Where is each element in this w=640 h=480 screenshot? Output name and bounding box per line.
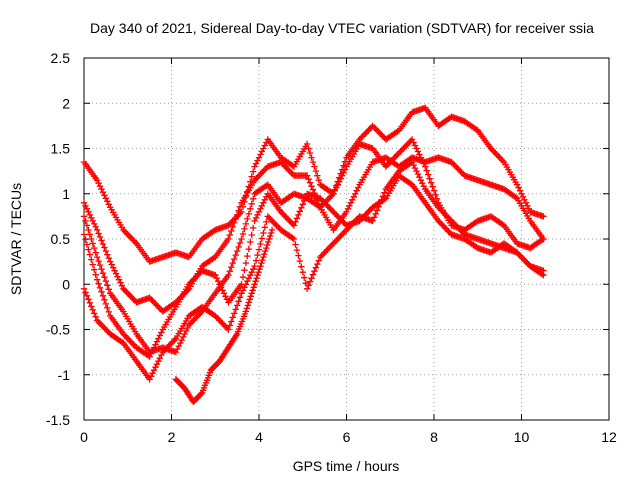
y-tick-label: 2.5	[51, 50, 71, 66]
y-tick-label: 0	[62, 276, 70, 292]
series-track-5	[80, 158, 547, 383]
x-axis-label: GPS time / hours	[293, 458, 400, 474]
chart-title: Day 340 of 2021, Sidereal Day-to-day VTE…	[90, 20, 594, 36]
x-tick-label: 8	[430, 429, 438, 445]
y-tick-label: -1	[58, 367, 71, 383]
y-tick-label: 1	[62, 186, 70, 202]
axis-ticks: 0 2 4 6 8 10 12 -1.5 -1 -0.5 0 0.5 1 1.5 2 2.5	[46, 50, 617, 445]
series-track-4	[80, 172, 547, 360]
x-tick-label: 2	[168, 429, 176, 445]
data-point-marks	[80, 154, 547, 315]
data-marks	[80, 104, 547, 406]
grid	[84, 58, 609, 420]
series-track-2	[80, 154, 547, 315]
x-tick-label: 0	[80, 429, 88, 445]
y-tick-label: -0.5	[46, 322, 70, 338]
y-tick-label: 0.5	[51, 231, 71, 247]
x-tick-label: 12	[601, 429, 617, 445]
y-tick-label: 2	[62, 95, 70, 111]
y-tick-label: 1.5	[51, 141, 71, 157]
y-axis-label: SDTVAR / TECUs	[8, 183, 24, 295]
x-tick-label: 6	[343, 429, 351, 445]
data-point-marks	[80, 172, 547, 360]
x-tick-label: 10	[514, 429, 530, 445]
y-tick-label: -1.5	[46, 412, 70, 428]
series-track-6	[172, 226, 276, 406]
x-tick-label: 4	[255, 429, 263, 445]
